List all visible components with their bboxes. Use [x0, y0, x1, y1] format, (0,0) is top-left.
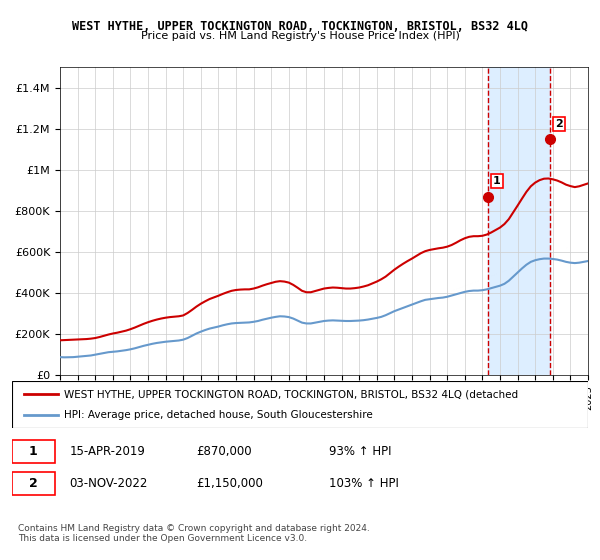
- Text: £870,000: £870,000: [196, 445, 252, 458]
- Text: WEST HYTHE, UPPER TOCKINGTON ROAD, TOCKINGTON, BRISTOL, BS32 4LQ (detached: WEST HYTHE, UPPER TOCKINGTON ROAD, TOCKI…: [64, 389, 518, 399]
- Text: 93% ↑ HPI: 93% ↑ HPI: [329, 445, 391, 458]
- Text: Contains HM Land Registry data © Crown copyright and database right 2024.
This d: Contains HM Land Registry data © Crown c…: [18, 524, 370, 543]
- Text: WEST HYTHE, UPPER TOCKINGTON ROAD, TOCKINGTON, BRISTOL, BS32 4LQ: WEST HYTHE, UPPER TOCKINGTON ROAD, TOCKI…: [72, 20, 528, 32]
- FancyBboxPatch shape: [12, 440, 55, 463]
- Text: 03-NOV-2022: 03-NOV-2022: [70, 477, 148, 490]
- Bar: [488, 67, 550, 375]
- Text: 15-APR-2019: 15-APR-2019: [70, 445, 145, 458]
- Text: 2: 2: [555, 119, 563, 129]
- FancyBboxPatch shape: [12, 472, 55, 495]
- Text: 1: 1: [29, 445, 38, 458]
- FancyBboxPatch shape: [12, 381, 588, 428]
- Text: HPI: Average price, detached house, South Gloucestershire: HPI: Average price, detached house, Sout…: [64, 410, 373, 420]
- Text: Price paid vs. HM Land Registry's House Price Index (HPI): Price paid vs. HM Land Registry's House …: [140, 31, 460, 41]
- Text: £1,150,000: £1,150,000: [196, 477, 263, 490]
- Text: 2: 2: [29, 477, 38, 490]
- Text: 1: 1: [493, 176, 500, 186]
- Text: 103% ↑ HPI: 103% ↑ HPI: [329, 477, 398, 490]
